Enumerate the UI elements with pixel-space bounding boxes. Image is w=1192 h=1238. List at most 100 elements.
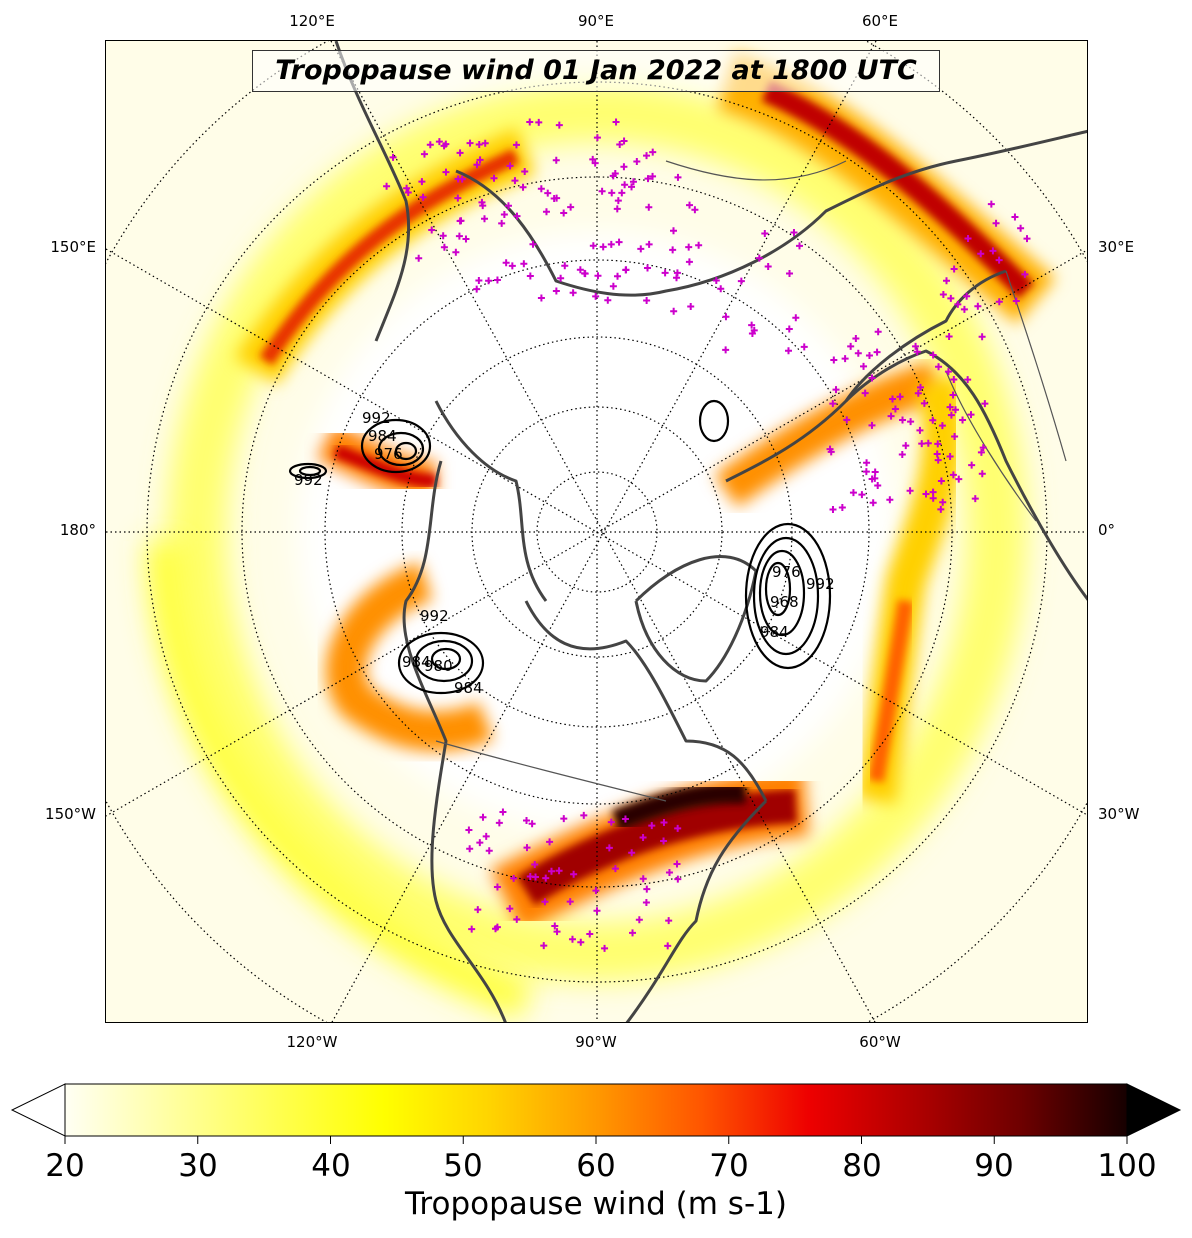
observation-marker (557, 274, 565, 282)
observation-marker (403, 184, 411, 192)
observation-marker (604, 296, 612, 304)
observation-marker (553, 928, 561, 936)
observation-marker (947, 411, 955, 419)
observation-marker (621, 181, 629, 189)
observation-marker (660, 818, 668, 826)
observation-marker (614, 272, 622, 280)
observation-marker (442, 168, 450, 176)
observation-marker (531, 861, 539, 869)
observation-marker (649, 148, 657, 156)
observation-marker (838, 504, 846, 512)
observation-marker (512, 141, 520, 149)
observation-marker (712, 277, 720, 285)
observation-marker (670, 227, 678, 235)
lon-label-bottom: 90°W (575, 1033, 617, 1051)
observation-marker (637, 245, 645, 253)
observation-marker (589, 242, 597, 250)
observation-marker (614, 197, 622, 205)
observation-marker (474, 906, 482, 914)
observation-marker (628, 849, 636, 857)
observation-marker (874, 481, 882, 489)
observation-marker (633, 158, 641, 166)
observation-marker (419, 193, 427, 201)
observation-marker (611, 865, 619, 873)
contour-label: 976 (374, 445, 403, 463)
observation-marker (612, 118, 620, 126)
observation-marker (913, 348, 921, 356)
observation-marker (937, 505, 945, 513)
colorbar-extend-min (10, 1083, 66, 1137)
colorbar-tick-label: 30 (178, 1148, 218, 1184)
observation-marker (528, 820, 536, 828)
observation-marker (886, 496, 894, 504)
observation-marker (929, 416, 937, 424)
observation-marker (978, 470, 986, 478)
meridian-60e-120w (331, 41, 877, 1022)
observation-marker (560, 815, 568, 823)
coast-alaska (434, 400, 548, 602)
observation-marker (914, 389, 922, 397)
observation-marker (665, 868, 673, 876)
lon-label-top: 60°E (861, 12, 899, 30)
colorbar-tick-label: 90 (974, 1148, 1014, 1184)
observation-marker (945, 333, 953, 340)
observation-marker (615, 238, 623, 246)
observation-marker (458, 175, 466, 183)
observation-marker (593, 907, 601, 915)
observation-marker (761, 229, 769, 237)
low-atlantic-ring-2 (752, 536, 820, 656)
observation-marker (691, 206, 699, 214)
observation-marker (1023, 235, 1031, 243)
observation-marker (737, 277, 745, 285)
observation-marker (995, 298, 1003, 306)
border-us-canada (435, 740, 667, 802)
observation-marker (508, 262, 516, 270)
observation-marker (924, 439, 932, 447)
observation-marker (933, 450, 941, 458)
observation-marker (506, 162, 514, 170)
observation-marker (786, 270, 794, 277)
observation-marker (861, 389, 869, 397)
polar-map: 992 984 976 992 992 984 980 984 992 976 … (106, 41, 1087, 1022)
meridian-30e-150w (106, 249, 1087, 817)
observation-marker (426, 141, 434, 149)
observation-marker (521, 168, 529, 176)
observation-marker (964, 376, 972, 384)
observation-marker (995, 256, 1003, 264)
observation-marker (555, 121, 563, 129)
observation-marker (476, 839, 484, 847)
observation-marker (967, 411, 975, 419)
observation-marker (415, 254, 423, 262)
observation-marker (591, 159, 599, 167)
observation-marker (493, 923, 501, 931)
observation-marker (929, 494, 937, 502)
observation-marker (383, 182, 391, 190)
border-china (665, 160, 847, 181)
observation-marker (800, 343, 808, 351)
colorbar-gradient (64, 1083, 1128, 1137)
observation-marker (611, 170, 619, 178)
observation-marker (935, 363, 943, 371)
contour-label: 976 (772, 563, 801, 581)
observation-marker (947, 294, 955, 302)
observation-marker (498, 219, 506, 227)
observation-marker (620, 137, 628, 145)
coast-us-east (625, 799, 768, 1022)
observation-marker (673, 860, 681, 868)
lon-label-top: 90°E (577, 12, 615, 30)
colorbar (10, 1083, 1182, 1144)
observation-marker (546, 838, 554, 846)
observation-marker (643, 885, 651, 893)
observation-marker (665, 917, 673, 925)
colorbar-label: Tropopause wind (m s-1) (405, 1186, 787, 1222)
country-borders (435, 160, 1067, 802)
observation-marker (785, 325, 793, 333)
observation-marker (504, 202, 512, 210)
low-pacific-ring-3 (394, 441, 418, 461)
observation-marker (937, 477, 945, 485)
observation-marker (939, 498, 947, 506)
observation-marker (916, 383, 924, 391)
observation-marker (827, 448, 835, 456)
observation-marker (493, 276, 501, 284)
low-atlantic-ring-4 (764, 561, 792, 617)
